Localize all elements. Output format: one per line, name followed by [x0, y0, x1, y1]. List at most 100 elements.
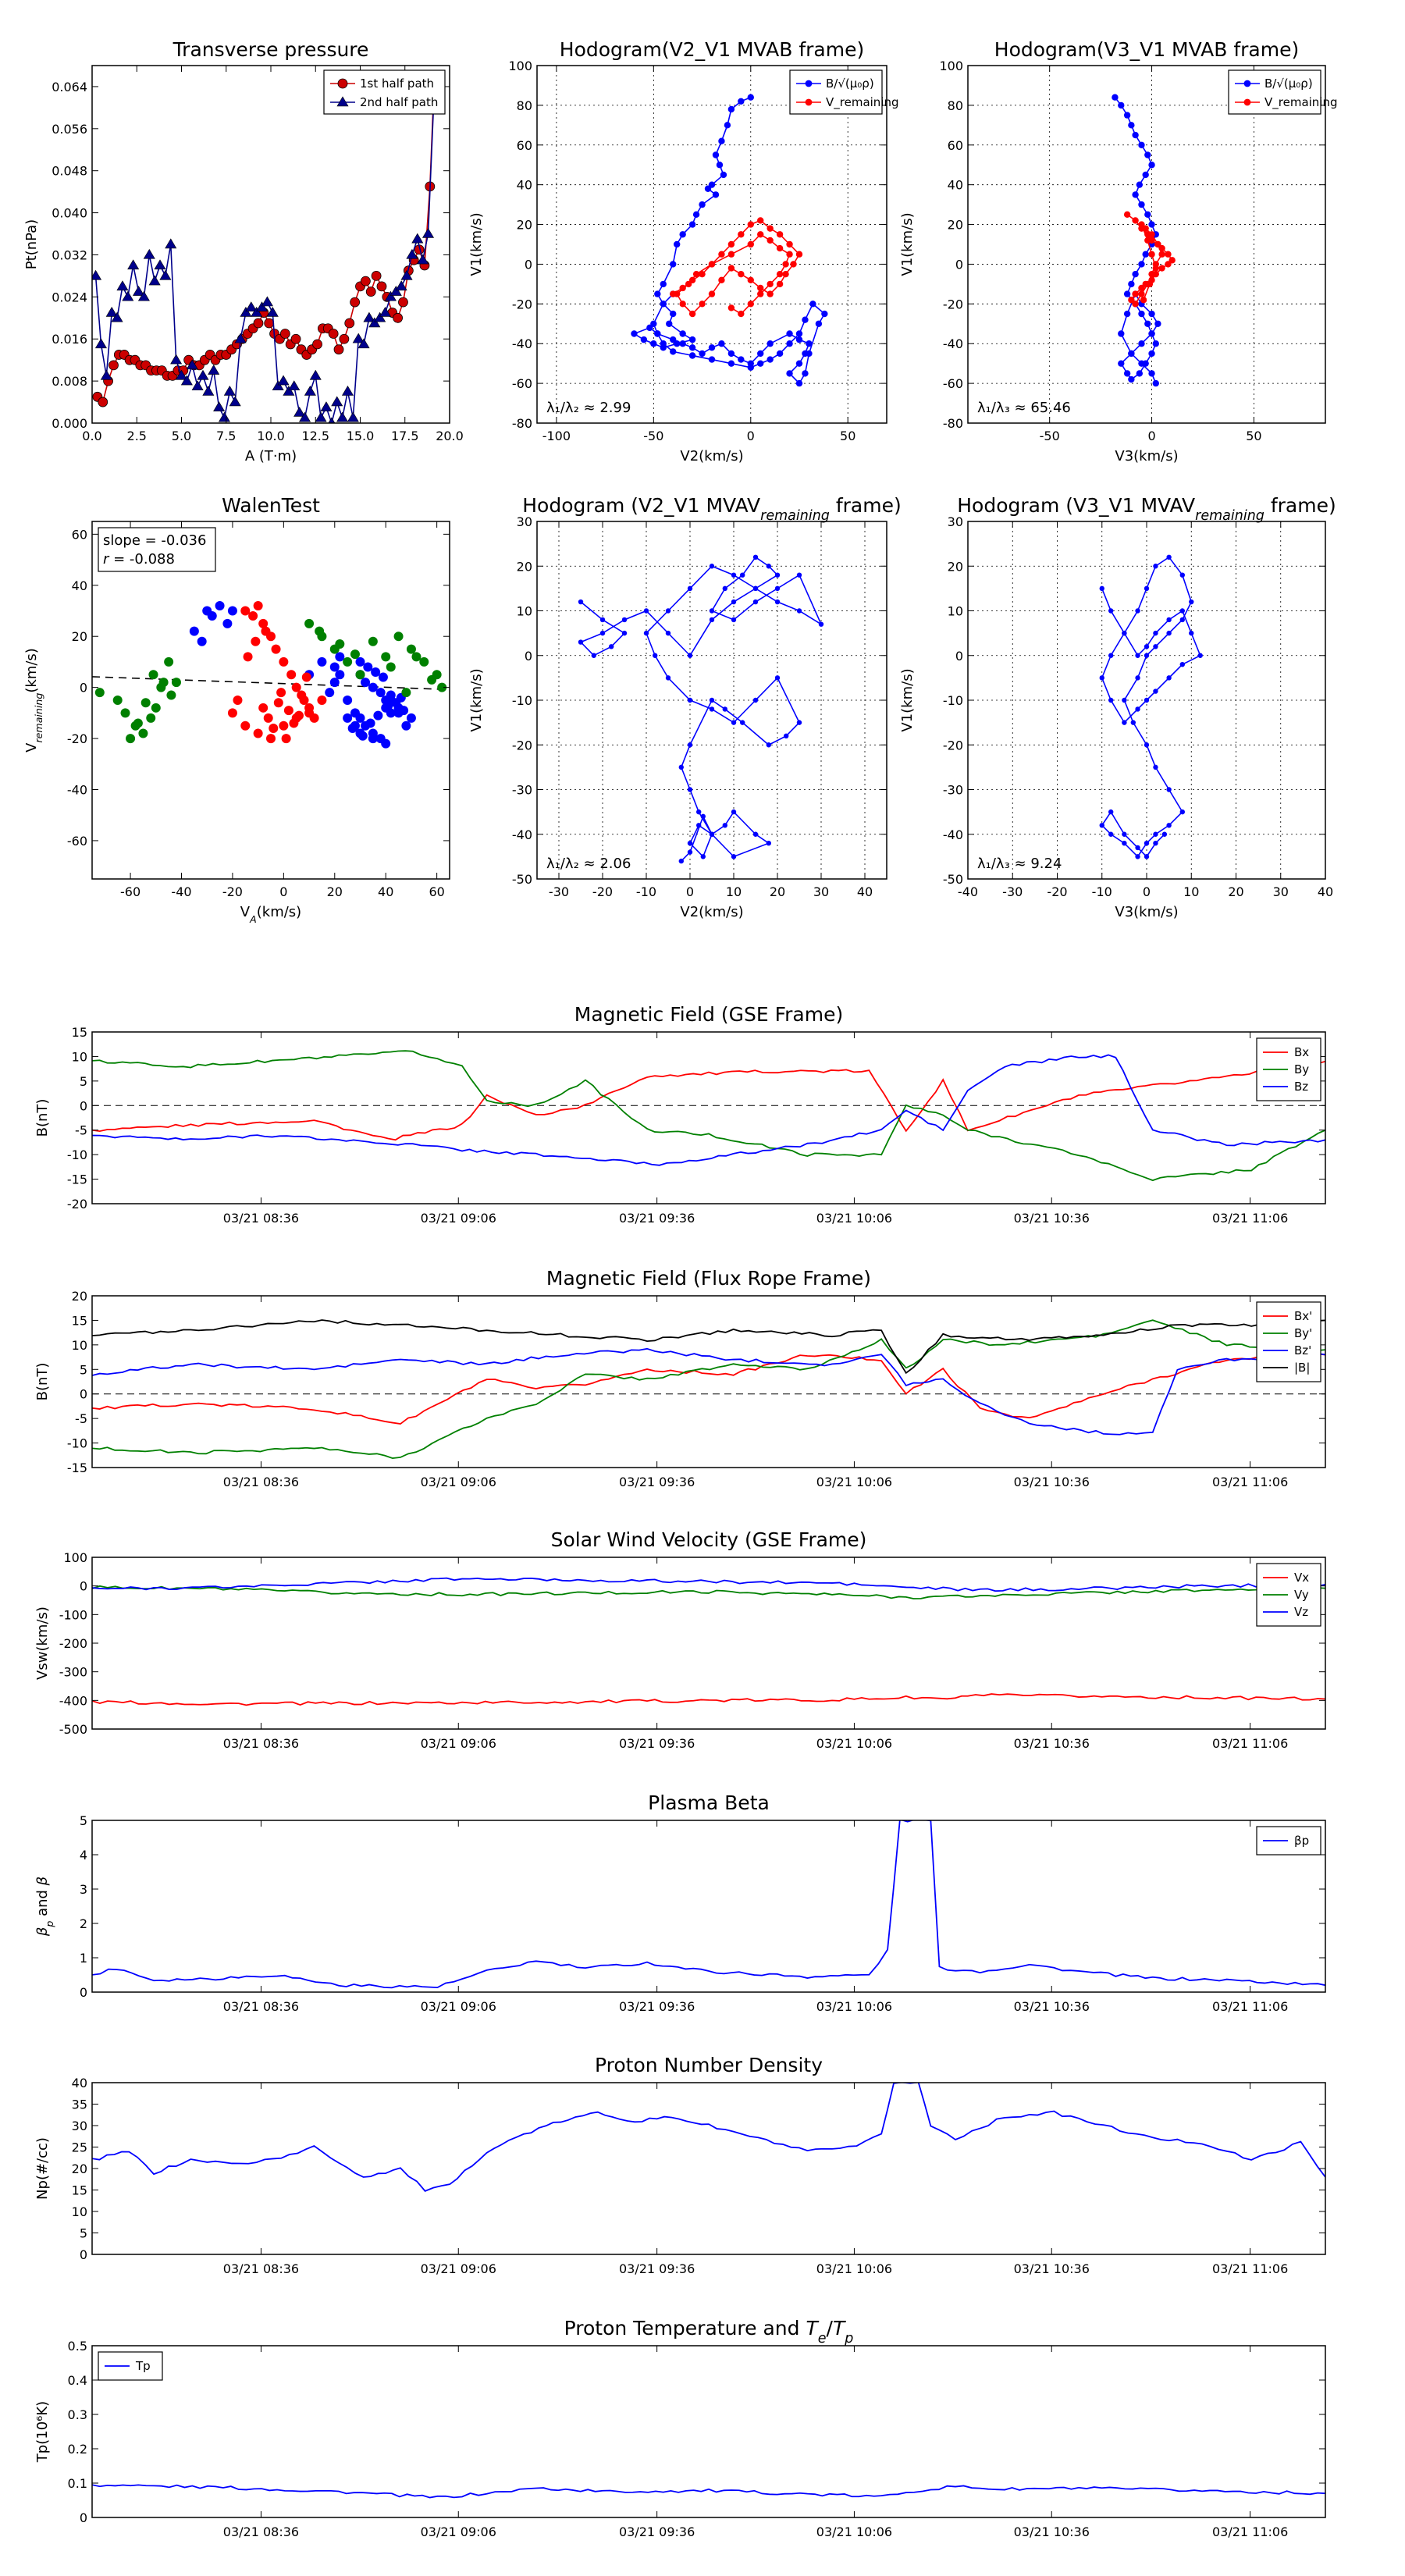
magnetic-field-flux-rope-xtick-label-2: 03/21 09:36: [619, 1475, 695, 1489]
transverse-pressure-series-0-point-53: [376, 281, 387, 292]
proton-temperature-frame: [91, 2345, 1326, 2518]
hodogram-v2-v1-mvab-ytick-label-0: -80: [512, 416, 532, 431]
walen-test-series-0-point-5: [189, 626, 199, 636]
walen-test-series-2-point-25: [166, 690, 176, 700]
hodogram-v2-v1-mvab-series-1-point-34: [767, 237, 774, 244]
hodogram-v3-v1-mvav-series-0-point-6: [1166, 617, 1172, 623]
hodogram-v2-v1-mvav-series-0-point-18: [722, 585, 727, 592]
proton-number-density-title: Proton Number Density: [595, 2054, 823, 2076]
walen-test-series-0-point-10: [335, 652, 345, 662]
hodogram-v2-v1-mvab-series-0-point-2: [727, 105, 735, 113]
magnetic-field-gse-series-1-line: [92, 1050, 1325, 1182]
hodogram-v2-v1-mvab-series-0-point-27: [640, 336, 648, 343]
hodogram-v3-v1-mvab-series-1-point-10: [1158, 265, 1165, 272]
hodogram-v2-v1-mvab-series-1-point-42: [738, 310, 745, 318]
hodogram-v2-v1-mvab-series-0-point-53: [809, 301, 816, 308]
hodogram-v2-v1-mvab-series-0-point-31: [670, 336, 677, 343]
walen-test-series-2-point-34: [350, 649, 360, 660]
hodogram-v2-v1-mvav-xtick-label-4: 10: [726, 884, 742, 899]
hodogram-v2-v1-mvab-series-1-point-21: [727, 265, 735, 272]
walen-test-series-2-point-2: [120, 708, 130, 718]
hodogram-v3-v1-mvab-series-0-point-16: [1142, 251, 1149, 258]
hodogram-v2-v1-mvab-series-1-point-25: [688, 310, 696, 318]
transverse-pressure-xtick-label-0: 0.0: [82, 429, 101, 443]
transverse-pressure-series-1-point-24: [218, 411, 230, 422]
solar-wind-velocity-ytick-label-1: -400: [59, 1693, 87, 1708]
walen-test-xtick-label-0: -60: [120, 884, 140, 899]
walen-test-series-0-point-8: [317, 656, 327, 667]
hodogram-v2-v1-mvab-ytick-label-3: -20: [512, 297, 532, 311]
solar-wind-velocity-series-0-line: [92, 1693, 1325, 1706]
solar-wind-velocity-ytick-label-5: 0: [80, 1579, 87, 1594]
walen-test-xtick-label-4: 20: [327, 884, 343, 899]
walen-test-series-2-point-9: [126, 734, 136, 744]
hodogram-v3-v1-mvab-series-1-point-14: [1138, 284, 1145, 292]
walen-test-series-1: [227, 600, 327, 744]
hodogram-v2-v1-mvav-series-0-point-16: [752, 554, 759, 560]
hodogram-v2-v1-mvab-series-0-point-21: [666, 320, 673, 327]
walen-test-series-0-point-30: [381, 738, 391, 749]
hodogram-v3-v1-mvab-series-0-point-17: [1138, 261, 1145, 268]
hodogram-v2-v1-mvav-series-0-point-28: [731, 572, 737, 578]
hodogram-v2-v1-mvab-series-0-point-63: [688, 352, 696, 359]
walen-test-series-1-point-7: [286, 670, 297, 680]
hodogram-v2-v1-mvab-ytick-label-5: 20: [517, 218, 532, 233]
walen-test-series-1-point-25: [289, 718, 299, 728]
proton-temperature-ytick-label-0: 0: [80, 2510, 87, 2525]
hodogram-v2-v1-mvab-series-0-point-57: [776, 350, 784, 358]
hodogram-v3-v1-mvav-ytick-label-8: 30: [948, 514, 963, 529]
walen-test-series-2-point-27: [386, 662, 396, 672]
walen-test-series-0-point-11: [343, 696, 353, 705]
hodogram-v2-v1-mvab-legend-label-1: V_remaining: [826, 95, 899, 110]
hodogram-v2-v1-mvab-series-1-point-36: [786, 251, 793, 258]
transverse-pressure-xtick-label-8: 20.0: [436, 429, 464, 443]
hodogram-v2-v1-mvab-series-1-point-23: [708, 290, 716, 297]
hodogram-v2-v1-mvab-series-0-point-4: [718, 137, 725, 144]
hodogram-v3-v1-mvab-series-1-point-24: [1148, 231, 1155, 238]
hodogram-v2-v1-mvav-series-0-point-58: [687, 841, 693, 846]
hodogram-v2-v1-mvab-series-1-point-32: [747, 240, 754, 248]
hodogram-v3-v1-mvav-series-0-point-24: [1179, 572, 1186, 578]
plasma-beta-ytick-label-3: 3: [80, 1882, 87, 1897]
hodogram-v2-v1-mvav-xtick-label-2: -10: [636, 884, 656, 899]
walen-test-series-0-point-35: [325, 688, 335, 698]
magnetic-field-gse-ytick-label-1: -15: [67, 1172, 87, 1187]
transverse-pressure-series-1-point-62: [422, 227, 435, 238]
hodogram-v3-v1-mvav-series-0-point-18: [1108, 653, 1114, 658]
hodogram-v2-v1-mvab-series-1-point-39: [767, 280, 774, 288]
hodogram-v2-v1-mvab-series-0-point-50: [806, 350, 813, 358]
solar-wind-velocity-xtick-label-2: 03/21 09:36: [619, 1736, 695, 1751]
proton-number-density-xtick-label-2: 03/21 09:36: [619, 2261, 695, 2276]
hodogram-v3-v1-mvav-series-0-point-11: [1166, 675, 1172, 681]
walen-test-series-1-point-16: [279, 720, 289, 731]
proton-number-density-ytick-label-1: 5: [80, 2226, 87, 2241]
walen-test-series-1-point-12: [227, 708, 237, 718]
transverse-pressure-series-1-point-58: [400, 269, 413, 280]
proton-temperature-ylabel: Tp(10⁶K): [34, 2401, 51, 2463]
walen-test-series-0-point-29: [368, 734, 378, 744]
walen-test-series-0: [189, 600, 416, 749]
hodogram-v3-v1-mvab-chart: -50 0 50 -80 -60 -40 -20 0 20 40 60 80 100 Hodogram(V…: [899, 38, 1338, 464]
proton-number-density-ytick-label-8: 40: [72, 2076, 87, 2090]
walen-test-series-1-point-0: [240, 606, 251, 616]
hodogram-v2-v1-mvav-ytick-label-6: 10: [517, 604, 532, 619]
hodogram-v2-v1-mvab-series-1-point-14: [790, 261, 797, 268]
hodogram-v3-v1-mvav-series-0-point-49: [1161, 831, 1168, 837]
walen-test-series-1-point-6: [279, 656, 289, 667]
hodogram-v2-v1-mvab-series-0-point-9: [704, 185, 712, 192]
walen-test-series-2-point-5: [146, 713, 156, 723]
transverse-pressure-ytick-label-1: 0.008: [52, 374, 87, 389]
transverse-pressure-series-1-point-34: [272, 380, 284, 391]
walen-test-series-2-point-33: [335, 639, 345, 649]
hodogram-v2-v1-mvab-series-1-point-24: [699, 301, 706, 308]
magnetic-field-flux-rope-series-2-line: [92, 1347, 1325, 1436]
hodogram-v3-v1-mvav-series-0-point-15: [1122, 720, 1127, 725]
walen-test-series-0-point-36: [355, 656, 365, 667]
hodogram-v3-v1-mvab-series-0-point-3: [1128, 122, 1135, 129]
walen-test-series-1-point-14: [253, 728, 263, 738]
hodogram-v2-v1-mvab-series-0-point-18: [654, 290, 661, 297]
walen-test-series-1-point-3: [258, 618, 269, 628]
hodogram-v2-v1-mvab-series-1-point-37: [782, 261, 789, 268]
hodogram-v2-v1-mvav-ytick-label-3: -20: [512, 738, 532, 753]
hodogram-v2-v1-mvab-series-0-point-40: [757, 350, 764, 358]
